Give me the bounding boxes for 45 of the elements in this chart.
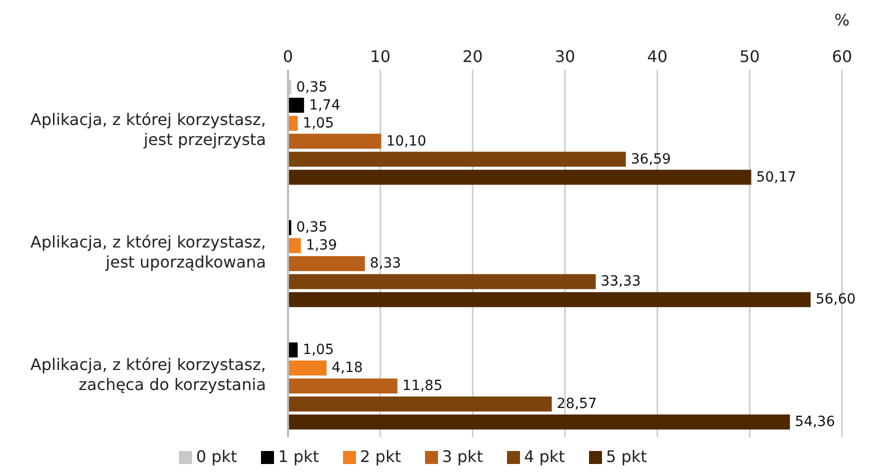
legend-label: 5 pkt <box>606 447 647 466</box>
y-tick-label: Aplikacja, z której korzystasz, jest uporządkowana <box>30 232 266 272</box>
bar <box>288 378 398 394</box>
x-tick-label: 50 <box>739 47 760 66</box>
bar <box>288 98 304 113</box>
data-label: 28,57 <box>556 396 597 412</box>
bar <box>288 256 365 272</box>
data-label: 33,33 <box>600 274 641 290</box>
data-label: 56,60 <box>816 292 856 308</box>
data-label: 54,36 <box>794 414 836 430</box>
x-tick-label: 40 <box>647 47 668 66</box>
x-tick-label: 10 <box>370 47 391 66</box>
y-tick-label: Aplikacja, z której korzystasz, jest przejrzysta <box>30 110 266 150</box>
bar <box>288 170 752 185</box>
legend-label: 1 pkt <box>278 447 320 466</box>
y-tick-label: Aplikacja, z której korzystasz, zachęca do korzystania <box>30 355 266 394</box>
bar <box>288 134 382 149</box>
bar <box>288 274 596 290</box>
legend-label: 0 pkt <box>196 447 238 466</box>
bar <box>288 292 811 308</box>
x-axis-title: % <box>834 10 850 30</box>
data-label: 0,35 <box>296 220 328 236</box>
bar <box>288 414 790 430</box>
data-label: 8,33 <box>370 256 402 272</box>
x-tick-label: 30 <box>554 47 576 66</box>
x-tick-label: 60 <box>832 47 852 66</box>
legend-label: 2 pkt <box>360 447 401 466</box>
legend-label: 4 pkt <box>524 447 565 466</box>
bar <box>288 396 552 412</box>
data-label: 0,35 <box>296 79 328 96</box>
data-label: 11,85 <box>402 378 443 394</box>
data-label: 10,10 <box>386 133 426 150</box>
bar <box>288 238 301 254</box>
legend-label: 3 pkt <box>442 447 483 466</box>
data-label: 4,18 <box>332 360 363 376</box>
data-label: 36,59 <box>630 151 671 168</box>
x-tick-label: 0 <box>282 47 294 66</box>
data-label: 1,05 <box>302 115 334 132</box>
data-label: 1,74 <box>309 97 340 114</box>
x-tick-label: 20 <box>462 47 483 66</box>
data-label: 1,39 <box>306 238 338 254</box>
bar <box>288 360 327 376</box>
bar <box>288 152 626 167</box>
data-label: 50,17 <box>756 169 796 186</box>
data-label: 1,05 <box>302 342 334 358</box>
